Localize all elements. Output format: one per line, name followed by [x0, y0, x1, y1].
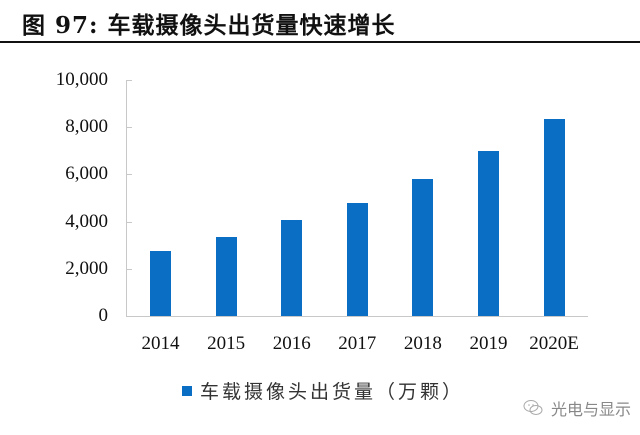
y-tick-label: 0 — [98, 305, 109, 326]
bar-2018 — [412, 179, 434, 316]
figure-title: 图 97: 车载摄像头出货量快速增长 — [22, 12, 396, 39]
x-tick-label: 2015 — [207, 333, 246, 354]
y-tick-label: 10,000 — [55, 69, 108, 90]
bar-2017 — [346, 202, 368, 316]
bar-2014 — [150, 250, 171, 316]
legend-swatch — [182, 385, 192, 396]
y-tick — [126, 268, 132, 270]
watermark-text: 光电与显示 — [551, 400, 632, 419]
y-tick — [126, 174, 132, 176]
x-tick-label: 2018 — [403, 333, 442, 354]
watermark: 光电与显示 — [523, 396, 631, 420]
x-tick-label: 2016 — [272, 333, 311, 354]
y-tick — [126, 127, 132, 129]
x-tick-label: 2019 — [469, 333, 508, 354]
x-tick-label: 2020E — [529, 333, 579, 354]
y-tick-label: 6,000 — [65, 163, 108, 185]
bar-2020E — [543, 119, 565, 316]
x-tick-label: 2017 — [338, 333, 377, 354]
y-tick-label: 4,000 — [65, 210, 108, 232]
bar-2019 — [478, 151, 499, 316]
y-axis — [126, 80, 127, 316]
title-rule — [0, 41, 640, 43]
legend: 车载摄像头出货量（万颗） — [182, 377, 464, 404]
y-tick — [126, 221, 132, 223]
y-tick — [126, 80, 132, 81]
y-tick-label: 8,000 — [65, 116, 108, 138]
legend-label: 车载摄像头出货量（万颗） — [200, 381, 465, 403]
y-tick-label: 2,000 — [65, 257, 108, 279]
x-tick-label: 2014 — [141, 333, 180, 354]
x-axis — [126, 316, 588, 317]
y-tick — [126, 316, 132, 317]
bar-2016 — [281, 219, 303, 316]
wechat-icon — [523, 400, 543, 415]
bar-2015 — [215, 236, 237, 316]
